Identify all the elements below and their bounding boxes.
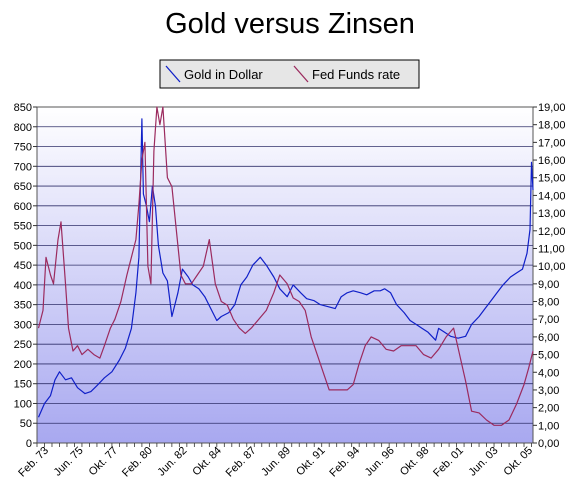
left-tick-label: 500	[14, 240, 32, 252]
x-tick-label: Okt. 77	[87, 445, 121, 479]
chart-title: Gold versus Zinsen	[165, 8, 415, 40]
x-tick-label: Jun. 89	[259, 445, 293, 479]
left-tick-label: 0	[26, 438, 32, 450]
right-axis: 0,00 1,00 2,00 3,00 4,00 5,00 6,00 7,00 8,00 9,00…	[533, 102, 566, 450]
x-tick-label: Jun. 75	[52, 445, 86, 479]
fed-funds-rate-line	[37, 106, 534, 426]
right-tick-label: 14,00	[538, 190, 566, 202]
left-tick-label: 800	[14, 122, 32, 134]
right-tick-label: 10,00	[538, 261, 566, 273]
x-tick-label: Feb. 94	[327, 445, 362, 480]
x-tick-label: Feb. 73	[16, 445, 51, 480]
right-tick-label: 18,00	[538, 120, 566, 132]
left-tick-label: 750	[14, 142, 32, 154]
right-tick-label: 13,00	[538, 208, 566, 220]
right-tick-label: 12,00	[538, 226, 566, 238]
right-tick-label: 0,00	[538, 438, 559, 450]
left-tick-label: 250	[14, 339, 32, 351]
x-tick-label: Okt. 98	[398, 445, 432, 479]
x-tick-label: Jun. 96	[363, 445, 397, 479]
x-tick-label: Jun. 82	[155, 445, 189, 479]
gold-price-line	[37, 118, 534, 418]
right-tick-label: 16,00	[538, 155, 566, 167]
x-axis: Feb. 73 Jun. 75 Okt. 77 Feb. 80 Jun. 82 Okt. …	[16, 443, 535, 480]
left-tick-label: 850	[14, 102, 32, 114]
left-tick-label: 100	[14, 398, 32, 410]
left-tick-label: 300	[14, 319, 32, 331]
left-tick-label: 400	[14, 280, 32, 292]
series-layer	[37, 106, 534, 426]
legend-gold-label: Gold in Dollar	[184, 67, 263, 82]
right-tick-label: 5,00	[538, 350, 559, 362]
x-tick-label: Okt. 05	[502, 445, 536, 479]
x-tick-label: Feb. 01	[431, 445, 466, 480]
x-tick-label: Feb. 87	[224, 445, 259, 480]
left-tick-label: 200	[14, 359, 32, 371]
left-tick-label: 600	[14, 201, 32, 213]
right-tick-label: 11,00	[538, 243, 565, 255]
left-tick-label: 650	[14, 181, 32, 193]
legend: Gold in Dollar Fed Funds rate	[159, 59, 420, 89]
right-tick-label: 17,00	[538, 137, 566, 149]
right-tick-label: 6,00	[538, 332, 559, 344]
right-tick-label: 3,00	[538, 385, 559, 397]
right-tick-label: 2,00	[538, 403, 559, 415]
left-tick-label: 50	[20, 418, 32, 430]
left-tick-label: 150	[14, 379, 32, 391]
left-axis: 0 50 100 150 200 250 300 350 400 450 500 550 600 650 7…	[14, 102, 37, 450]
x-tick-label: Okt. 84	[190, 445, 224, 479]
right-tick-label: 15,00	[538, 173, 566, 185]
right-tick-label: 19,00	[538, 102, 566, 114]
right-tick-label: 4,00	[538, 367, 559, 379]
legend-gold-swatch	[165, 65, 181, 83]
left-tick-label: 700	[14, 161, 32, 173]
right-tick-label: 8,00	[538, 297, 559, 309]
x-tick-label: Feb. 80	[120, 445, 155, 480]
x-tick-label: Jun. 03	[467, 445, 501, 479]
left-tick-label: 350	[14, 300, 32, 312]
x-tick-label: Okt. 91	[294, 445, 328, 479]
left-tick-label: 550	[14, 221, 32, 233]
right-tick-label: 7,00	[538, 314, 559, 326]
right-tick-label: 9,00	[538, 279, 559, 291]
legend-box	[159, 59, 420, 89]
plot-area	[36, 106, 534, 444]
right-tick-label: 1,00	[538, 420, 559, 432]
legend-fed-label: Fed Funds rate	[312, 67, 400, 82]
legend-fed-swatch	[293, 65, 309, 83]
left-tick-label: 450	[14, 260, 32, 272]
